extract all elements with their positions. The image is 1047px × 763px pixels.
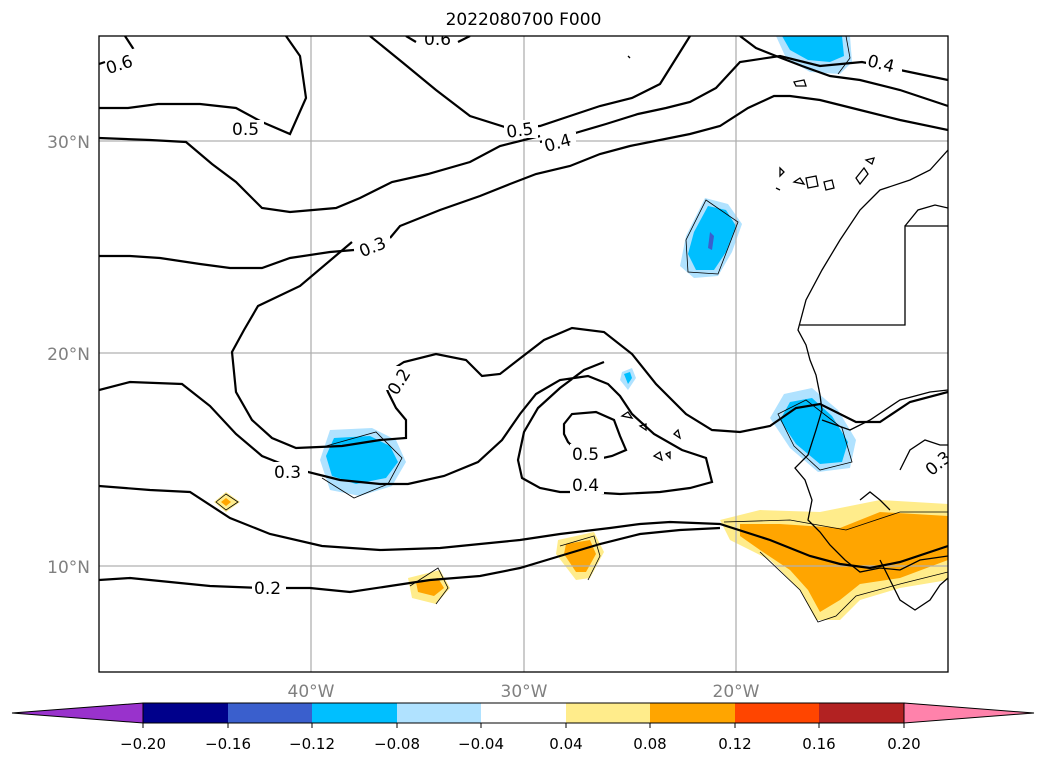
- contour-0.3-east: [739, 36, 948, 108]
- colorbar-tick-label: −0.16: [205, 735, 251, 753]
- contour-label: 0.3: [274, 463, 301, 483]
- colorbar: −0.20 −0.16 −0.12 −0.08 −0.04 0.04 0.08 …: [11, 702, 1035, 753]
- colorbar-segment: [819, 703, 904, 723]
- contour-0.2-south: [99, 484, 948, 570]
- anomaly-outlines: [215, 36, 948, 623]
- lat-label: 20°N: [47, 345, 90, 365]
- contour-label: 0.5: [505, 119, 535, 143]
- map-title: 2022080700 F000: [445, 10, 602, 30]
- colorbar-tick-label: −0.08: [374, 735, 420, 753]
- lon-label: 40°W: [288, 682, 335, 702]
- colorbar-segment: [397, 703, 481, 723]
- longitude-labels: 40°W 30°W 20°W: [288, 682, 760, 702]
- contour-label: 0.4: [572, 476, 599, 496]
- contour-0.5-loop: [562, 410, 628, 462]
- lon-label: 20°W: [713, 682, 760, 702]
- lat-label: 30°N: [47, 133, 90, 153]
- colorbar-segment: [228, 703, 312, 723]
- colorbar-extend-low: [11, 702, 144, 724]
- colorbar-extend-high: [903, 702, 1035, 724]
- contour-0.2-inner: [230, 241, 948, 450]
- colorbar-segment: [566, 703, 650, 723]
- colorbar-segment: [312, 703, 397, 723]
- colorbar-segment: [735, 703, 819, 723]
- lat-label: 10°N: [47, 558, 90, 578]
- lon-label: 30°W: [501, 682, 548, 702]
- contour-0.2-loop: [99, 248, 355, 270]
- colorbar-segment: [143, 703, 228, 723]
- contour-label: 0.6: [424, 30, 451, 50]
- colorbar-segment: [481, 703, 566, 723]
- contour-labels: 0.6 0.6 0.5 0.5 0.4 0.4 0.3 0.3 0.2 0.5 …: [104, 30, 956, 599]
- contour-label: 0.5: [232, 120, 259, 140]
- colorbar-tick-label: 0.16: [802, 735, 835, 753]
- latitude-labels: 30°N 20°N 10°N: [47, 133, 90, 578]
- contour-0.6-north: [99, 36, 308, 136]
- colorbar-tick-label: 0.08: [633, 735, 666, 753]
- anomaly-shading: [214, 36, 948, 620]
- contour-0.4-east: [539, 54, 948, 144]
- contour-label: 0.3: [922, 448, 956, 481]
- colorbar-tick-label: −0.20: [120, 735, 166, 753]
- contour-label: 0.2: [254, 579, 281, 599]
- contour-0.3-inner: [389, 94, 948, 239]
- contour-label: 0.5: [572, 445, 599, 465]
- colorbar-tick-label: −0.04: [458, 735, 504, 753]
- contour-0.3-mid: [99, 134, 541, 214]
- colorbar-tick-label: −0.12: [289, 735, 335, 753]
- graticule: [99, 36, 948, 672]
- contour-0.5-north: [369, 36, 691, 130]
- colorbar-segment: [650, 703, 735, 723]
- map-frame: [98, 35, 949, 673]
- contour-0.4-north: [405, 36, 471, 43]
- contour-0.2-southwest: [99, 526, 721, 594]
- colorbar-tick-label: 0.12: [718, 735, 751, 753]
- colorbar-tick-label: 0.04: [549, 735, 582, 753]
- colorbar-tick-label: 0.20: [887, 735, 920, 753]
